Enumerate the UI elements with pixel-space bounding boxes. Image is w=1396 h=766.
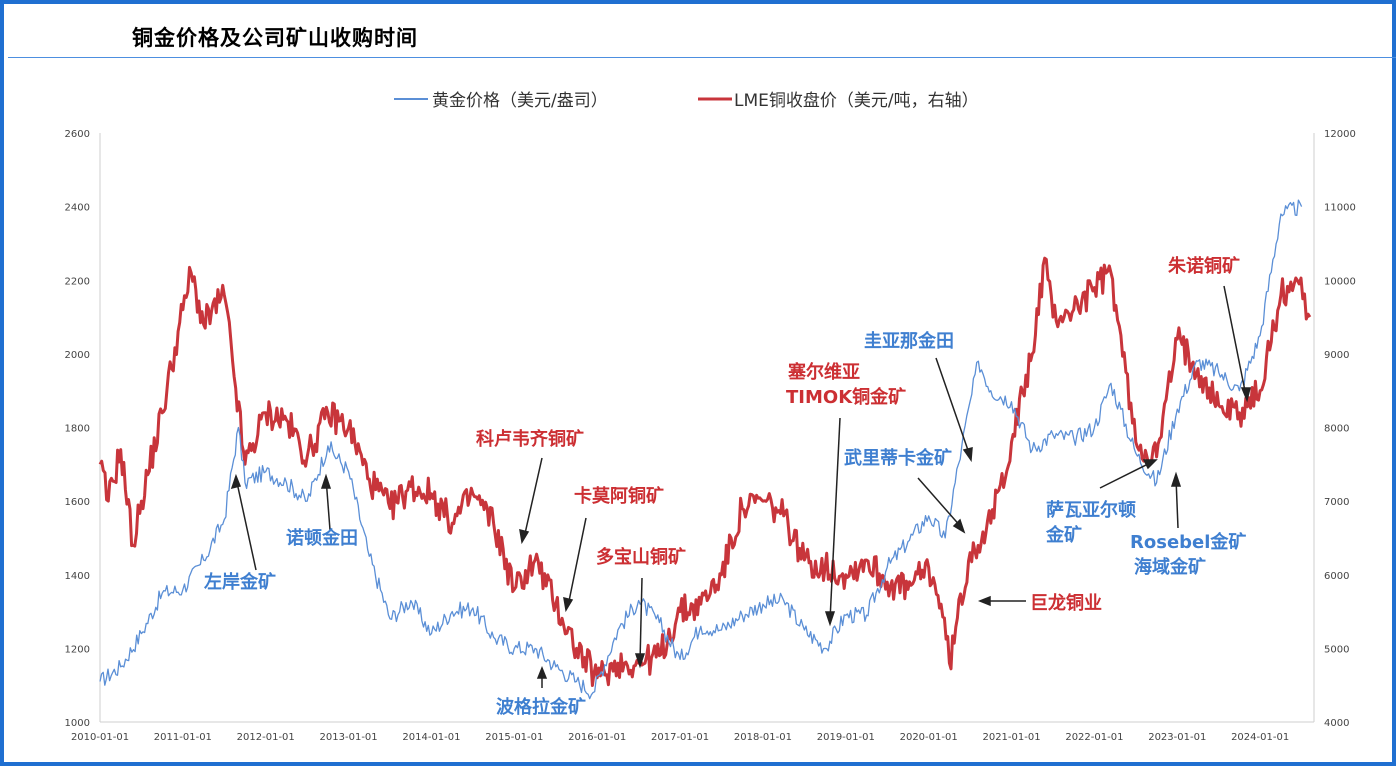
annotation-julong: 巨龙铜业 — [1030, 592, 1102, 614]
annotation-duobaoshan: 多宝山铜矿 — [596, 546, 686, 568]
annotation-kamoa: 卡莫阿铜矿 — [574, 485, 664, 507]
annotation-salares-1: 萨瓦亚尔顿 — [1046, 499, 1136, 521]
arrow-porgera-head — [536, 665, 548, 679]
annotation-labels: 左岸金矿 诺顿金田 科卢韦齐铜矿 卡莫阿铜矿 多宝山铜矿 波格拉金矿 塞尔维亚 … — [204, 255, 1246, 718]
arrow-buritica — [917, 477, 963, 529]
line-chart: 黄金价格（美元/盎司） LME铜收盘价（美元/吨，右轴） 1000 1200 140… — [65, 91, 1356, 743]
arrow-salares — [1099, 461, 1153, 489]
left-y-tick-labels: 1000 1200 1400 1600 1800 2000 2200 2400 2600 — [65, 129, 90, 729]
right-y-tick-label: 5000 — [1324, 644, 1349, 655]
arrow-duobaoshan — [639, 577, 643, 663]
x-tick-label: 2014-01-01 — [402, 732, 460, 743]
page-title: 铜金价格及公司矿山收购时间 — [132, 26, 418, 50]
arrow-juno — [1223, 285, 1247, 397]
arrow-buritica-head — [952, 518, 966, 534]
arrow-zuoan-head — [230, 473, 242, 490]
arrow-nuodun-head — [320, 473, 332, 489]
x-tick-label: 2011-01-01 — [154, 732, 212, 743]
annotation-porgera: 波格拉金矿 — [496, 696, 586, 718]
annotation-arrows — [230, 285, 1251, 688]
arrow-timok — [829, 417, 841, 621]
left-y-tick-label: 2000 — [65, 350, 90, 361]
annotation-haiyu: 海域金矿 — [1134, 556, 1206, 578]
left-y-tick-label: 1200 — [65, 644, 90, 655]
annotation-kolwezi: 科卢韦齐铜矿 — [476, 428, 584, 450]
right-y-tick-label: 4000 — [1324, 718, 1349, 729]
annotation-guyana: 圭亚那金田 — [864, 330, 954, 352]
arrow-kolwezi — [523, 457, 543, 539]
arrow-timok-head — [824, 611, 836, 627]
left-y-tick-label: 1800 — [65, 424, 90, 435]
legend: 黄金价格（美元/盎司） LME铜收盘价（美元/吨，右轴） — [394, 91, 979, 111]
annotation-nuodun: 诺顿金田 — [286, 527, 358, 549]
left-y-tick-label: 1600 — [65, 497, 90, 508]
x-tick-label: 2019-01-01 — [817, 732, 875, 743]
x-tick-labels: 2010-01-01 2011-01-01 2012-01-01 2013-01-01… — [71, 732, 1289, 743]
right-y-tick-label: 9000 — [1324, 350, 1349, 361]
arrow-kamoa — [567, 517, 587, 607]
legend-label-gold: 黄金价格（美元/盎司） — [432, 91, 608, 111]
x-tick-label: 2024-01-01 — [1231, 732, 1289, 743]
x-tick-label: 2010-01-01 — [71, 732, 129, 743]
right-y-tick-label: 12000 — [1324, 129, 1356, 140]
annotation-buritica: 武里蒂卡金矿 — [844, 447, 952, 469]
series-line-gold — [99, 199, 1303, 700]
arrow-guyana-head — [962, 447, 973, 463]
left-y-tick-label: 1000 — [65, 718, 90, 729]
x-tick-label: 2023-01-01 — [1148, 732, 1206, 743]
right-y-tick-label: 7000 — [1324, 497, 1349, 508]
x-tick-label: 2017-01-01 — [651, 732, 709, 743]
annotation-rosebel: Rosebel金矿 — [1130, 531, 1246, 553]
x-tick-label: 2018-01-01 — [734, 732, 792, 743]
x-tick-label: 2016-01-01 — [568, 732, 626, 743]
annotation-timok: TIMOK铜金矿 — [786, 386, 906, 408]
arrow-kamoa-head — [563, 596, 574, 613]
right-y-tick-label: 8000 — [1324, 424, 1349, 435]
x-tick-label: 2015-01-01 — [485, 732, 543, 743]
left-y-tick-label: 2200 — [65, 276, 90, 287]
x-tick-label: 2020-01-01 — [900, 732, 958, 743]
arrow-juno-head — [1240, 387, 1251, 403]
left-y-tick-label: 2400 — [65, 203, 90, 214]
title-bar: 铜金价格及公司矿山收购时间 — [8, 8, 1396, 58]
annotation-juno: 朱诺铜矿 — [1168, 255, 1240, 277]
annotation-serbia: 塞尔维亚 — [788, 361, 860, 383]
arrow-zuoan — [235, 477, 257, 571]
right-y-tick-label: 10000 — [1324, 276, 1356, 287]
x-tick-label: 2013-01-01 — [320, 732, 378, 743]
x-tick-label: 2012-01-01 — [237, 732, 295, 743]
annotation-zuoan: 左岸金矿 — [204, 571, 276, 593]
arrow-rosebel-head — [1170, 471, 1182, 487]
right-y-tick-label: 11000 — [1324, 203, 1356, 214]
annotation-salares-2: 金矿 — [1045, 524, 1082, 546]
series-line-copper — [98, 256, 1312, 687]
right-y-tick-labels: 4000 5000 6000 7000 8000 9000 10000 11000 12000 — [1324, 129, 1356, 729]
left-y-tick-label: 1400 — [65, 571, 90, 582]
arrow-julong-head — [977, 595, 991, 607]
arrow-kolwezi-head — [519, 528, 530, 545]
arrow-guyana — [935, 357, 971, 457]
x-tick-label: 2022-01-01 — [1065, 732, 1123, 743]
arrow-duobaoshan-head — [634, 653, 646, 669]
arrow-salares-head — [1142, 459, 1158, 470]
left-y-tick-label: 2600 — [65, 129, 90, 140]
legend-label-copper: LME铜收盘价（美元/吨，右轴） — [734, 91, 979, 111]
right-y-tick-label: 6000 — [1324, 571, 1349, 582]
x-tick-label: 2021-01-01 — [982, 732, 1040, 743]
